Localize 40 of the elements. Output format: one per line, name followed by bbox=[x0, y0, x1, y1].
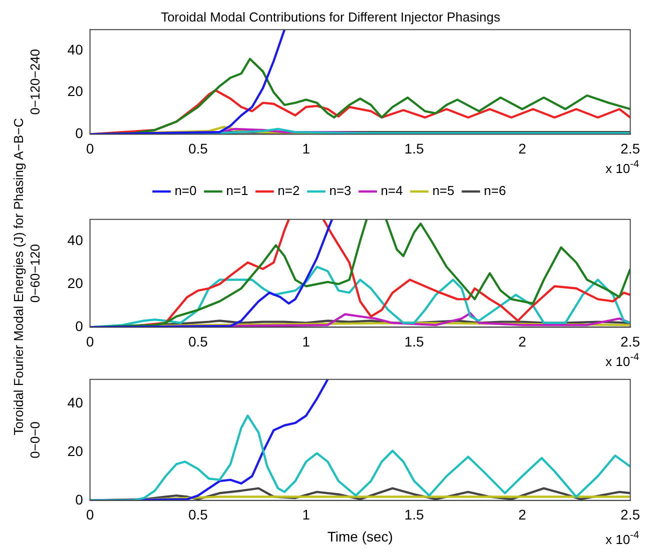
text: Toroidal Fourier Modal Energies (J) for Phasing A−B−C bbox=[10, 118, 26, 436]
y-tick-label: 0 bbox=[75, 318, 84, 334]
y-tick-label: 40 bbox=[67, 394, 84, 410]
y-tick-label: 20 bbox=[67, 274, 84, 291]
x-tick-label: 1 bbox=[302, 333, 310, 350]
y-axis-title: 0−60−120 bbox=[27, 244, 42, 303]
y-tick-label: 40 bbox=[67, 41, 84, 58]
y-tick-label: 0 bbox=[75, 125, 84, 142]
x-tick-label: 1.5 bbox=[404, 333, 424, 350]
y-axis-title: 0−120−240 bbox=[27, 49, 42, 115]
x-tick-label: 1 bbox=[302, 140, 310, 156]
y-tick-label: 0 bbox=[75, 491, 84, 508]
x-tick-label: 1 bbox=[302, 506, 310, 523]
legend-label: n=0 bbox=[174, 183, 197, 198]
y-tick-label: 40 bbox=[67, 232, 84, 248]
legend-label: n=1 bbox=[226, 183, 248, 198]
x-tick-label: 0.5 bbox=[188, 140, 208, 156]
legend-label: n=2 bbox=[278, 183, 300, 198]
y-axis-title: 0−0−0 bbox=[27, 421, 42, 458]
x-tick-label: 0 bbox=[86, 506, 94, 523]
chart-title: Toroidal Modal Contributions for Different Injector Phasings bbox=[160, 9, 501, 24]
x-tick-label: 1.5 bbox=[404, 506, 424, 523]
legend-label: n=6 bbox=[484, 183, 506, 198]
x-tick-label: 2.5 bbox=[620, 333, 640, 350]
x-tick-label: 0.5 bbox=[188, 333, 208, 350]
y-tick-label: 20 bbox=[67, 83, 84, 100]
x-tick-label: 2 bbox=[518, 333, 526, 350]
x-tick-label: 2.5 bbox=[620, 506, 640, 523]
x-tick-label: 1.5 bbox=[404, 140, 424, 156]
x-tick-label: 0.5 bbox=[188, 506, 208, 523]
x-tick-label: 2 bbox=[518, 506, 526, 523]
legend-label: n=4 bbox=[380, 183, 403, 198]
legend-label: n=3 bbox=[329, 183, 352, 198]
x-tick-label: 2 bbox=[518, 140, 526, 156]
x-tick-label: 0 bbox=[86, 140, 94, 156]
x-tick-label: 2.5 bbox=[620, 140, 640, 156]
y-tick-label: 20 bbox=[67, 442, 84, 459]
x-tick-label: 0 bbox=[86, 333, 94, 350]
x-axis-title: Time (sec) bbox=[327, 528, 393, 544]
legend-label: n=5 bbox=[432, 183, 454, 198]
